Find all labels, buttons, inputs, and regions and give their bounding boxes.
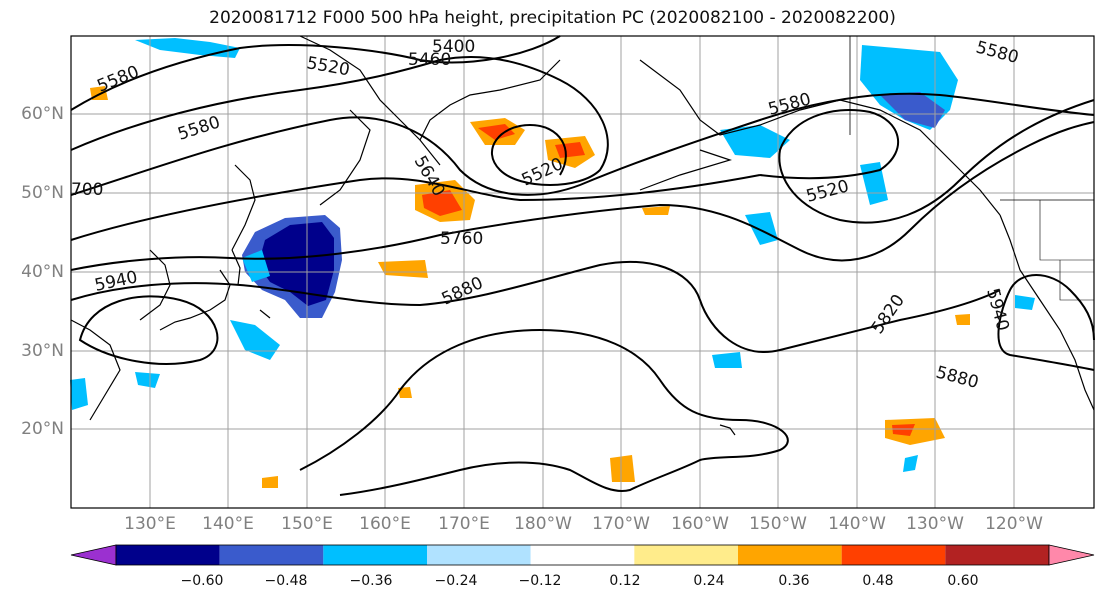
precip-shading xyxy=(70,38,1035,488)
shade-neg-strong xyxy=(258,222,334,306)
colorbar-tick-label: −0.48 xyxy=(264,573,308,589)
shade-pos-mid xyxy=(398,387,412,398)
shade-neg-light xyxy=(135,372,160,388)
lon-label: 170°W xyxy=(592,514,650,534)
contour-label: 700 xyxy=(71,180,103,200)
shade-pos-mid xyxy=(610,455,635,482)
lon-label: 140°W xyxy=(828,514,886,534)
colorbar-tick-label: −0.24 xyxy=(434,573,478,589)
colorbar-cell xyxy=(634,545,738,565)
lon-label: 120°W xyxy=(985,514,1043,534)
shade-neg-mid xyxy=(880,92,945,128)
colorbar-tick-label: 0.48 xyxy=(862,573,894,589)
shade-pos-mid xyxy=(642,206,670,215)
lon-label: 180°W xyxy=(514,514,572,534)
colorbar-tick-label: 0.36 xyxy=(778,573,810,589)
colorbar-cell xyxy=(945,545,1049,565)
lon-label: 140°E xyxy=(202,514,254,534)
lon-label: 130°W xyxy=(906,514,964,534)
lat-label: 50°N xyxy=(21,183,64,203)
lon-label: 150°W xyxy=(749,514,807,534)
height-contours xyxy=(70,35,1095,496)
shade-pos-strong xyxy=(478,124,515,140)
colorbar-cell xyxy=(530,545,635,565)
chart-title: 2020081712 F000 500 hPa height, precipit… xyxy=(209,8,896,28)
colorbar-extend-high xyxy=(1048,544,1095,566)
shade-neg-light xyxy=(720,125,790,158)
shade-neg-light xyxy=(1015,295,1035,310)
contour-label: 5460 xyxy=(408,50,451,70)
shade-pos-mid xyxy=(955,314,970,325)
colorbar-cell xyxy=(841,545,946,565)
graticule xyxy=(71,36,1094,508)
colorbar-tick-label: −0.60 xyxy=(180,573,224,589)
map-frame xyxy=(70,35,1095,509)
colorbar-tick-label: 0.60 xyxy=(947,573,979,589)
shade-pos-strong xyxy=(422,190,462,216)
shade-pos-mid xyxy=(262,476,278,488)
shade-pos-strong xyxy=(555,142,585,158)
contour-label: 5760 xyxy=(440,229,483,249)
shade-pos-mid xyxy=(378,260,428,278)
colorbar-tick-label: −0.12 xyxy=(518,573,562,589)
colorbar-cell xyxy=(219,545,324,565)
colorbar-tick-label: 0.12 xyxy=(609,573,641,589)
lat-label: 40°N xyxy=(21,262,64,282)
shade-neg-light xyxy=(230,320,280,360)
colorbar-cell xyxy=(738,545,842,565)
lon-label: 130°E xyxy=(124,514,176,534)
colorbar-cell xyxy=(116,545,220,565)
shade-neg-light xyxy=(712,352,742,368)
shade-neg-light xyxy=(745,212,778,245)
lon-label: 170°E xyxy=(438,514,490,534)
lat-label: 60°N xyxy=(21,104,64,124)
lat-label: 30°N xyxy=(21,341,64,361)
colorbar xyxy=(70,544,1095,566)
colorbar-extend-low xyxy=(70,544,117,566)
contour-label: 5400 xyxy=(432,37,475,57)
colorbar-cell xyxy=(323,545,427,565)
lon-label: 160°E xyxy=(359,514,411,534)
colorbar-tick-label: 0.24 xyxy=(693,573,725,589)
lon-label: 150°E xyxy=(281,514,333,534)
shade-pos-strong xyxy=(892,424,915,436)
colorbar-tick-label: −0.36 xyxy=(349,573,393,589)
shade-neg-light xyxy=(70,378,88,410)
lat-label: 20°N xyxy=(21,419,64,439)
lon-label: 160°W xyxy=(671,514,729,534)
shade-neg-light xyxy=(903,455,918,472)
colorbar-cell xyxy=(427,545,531,565)
